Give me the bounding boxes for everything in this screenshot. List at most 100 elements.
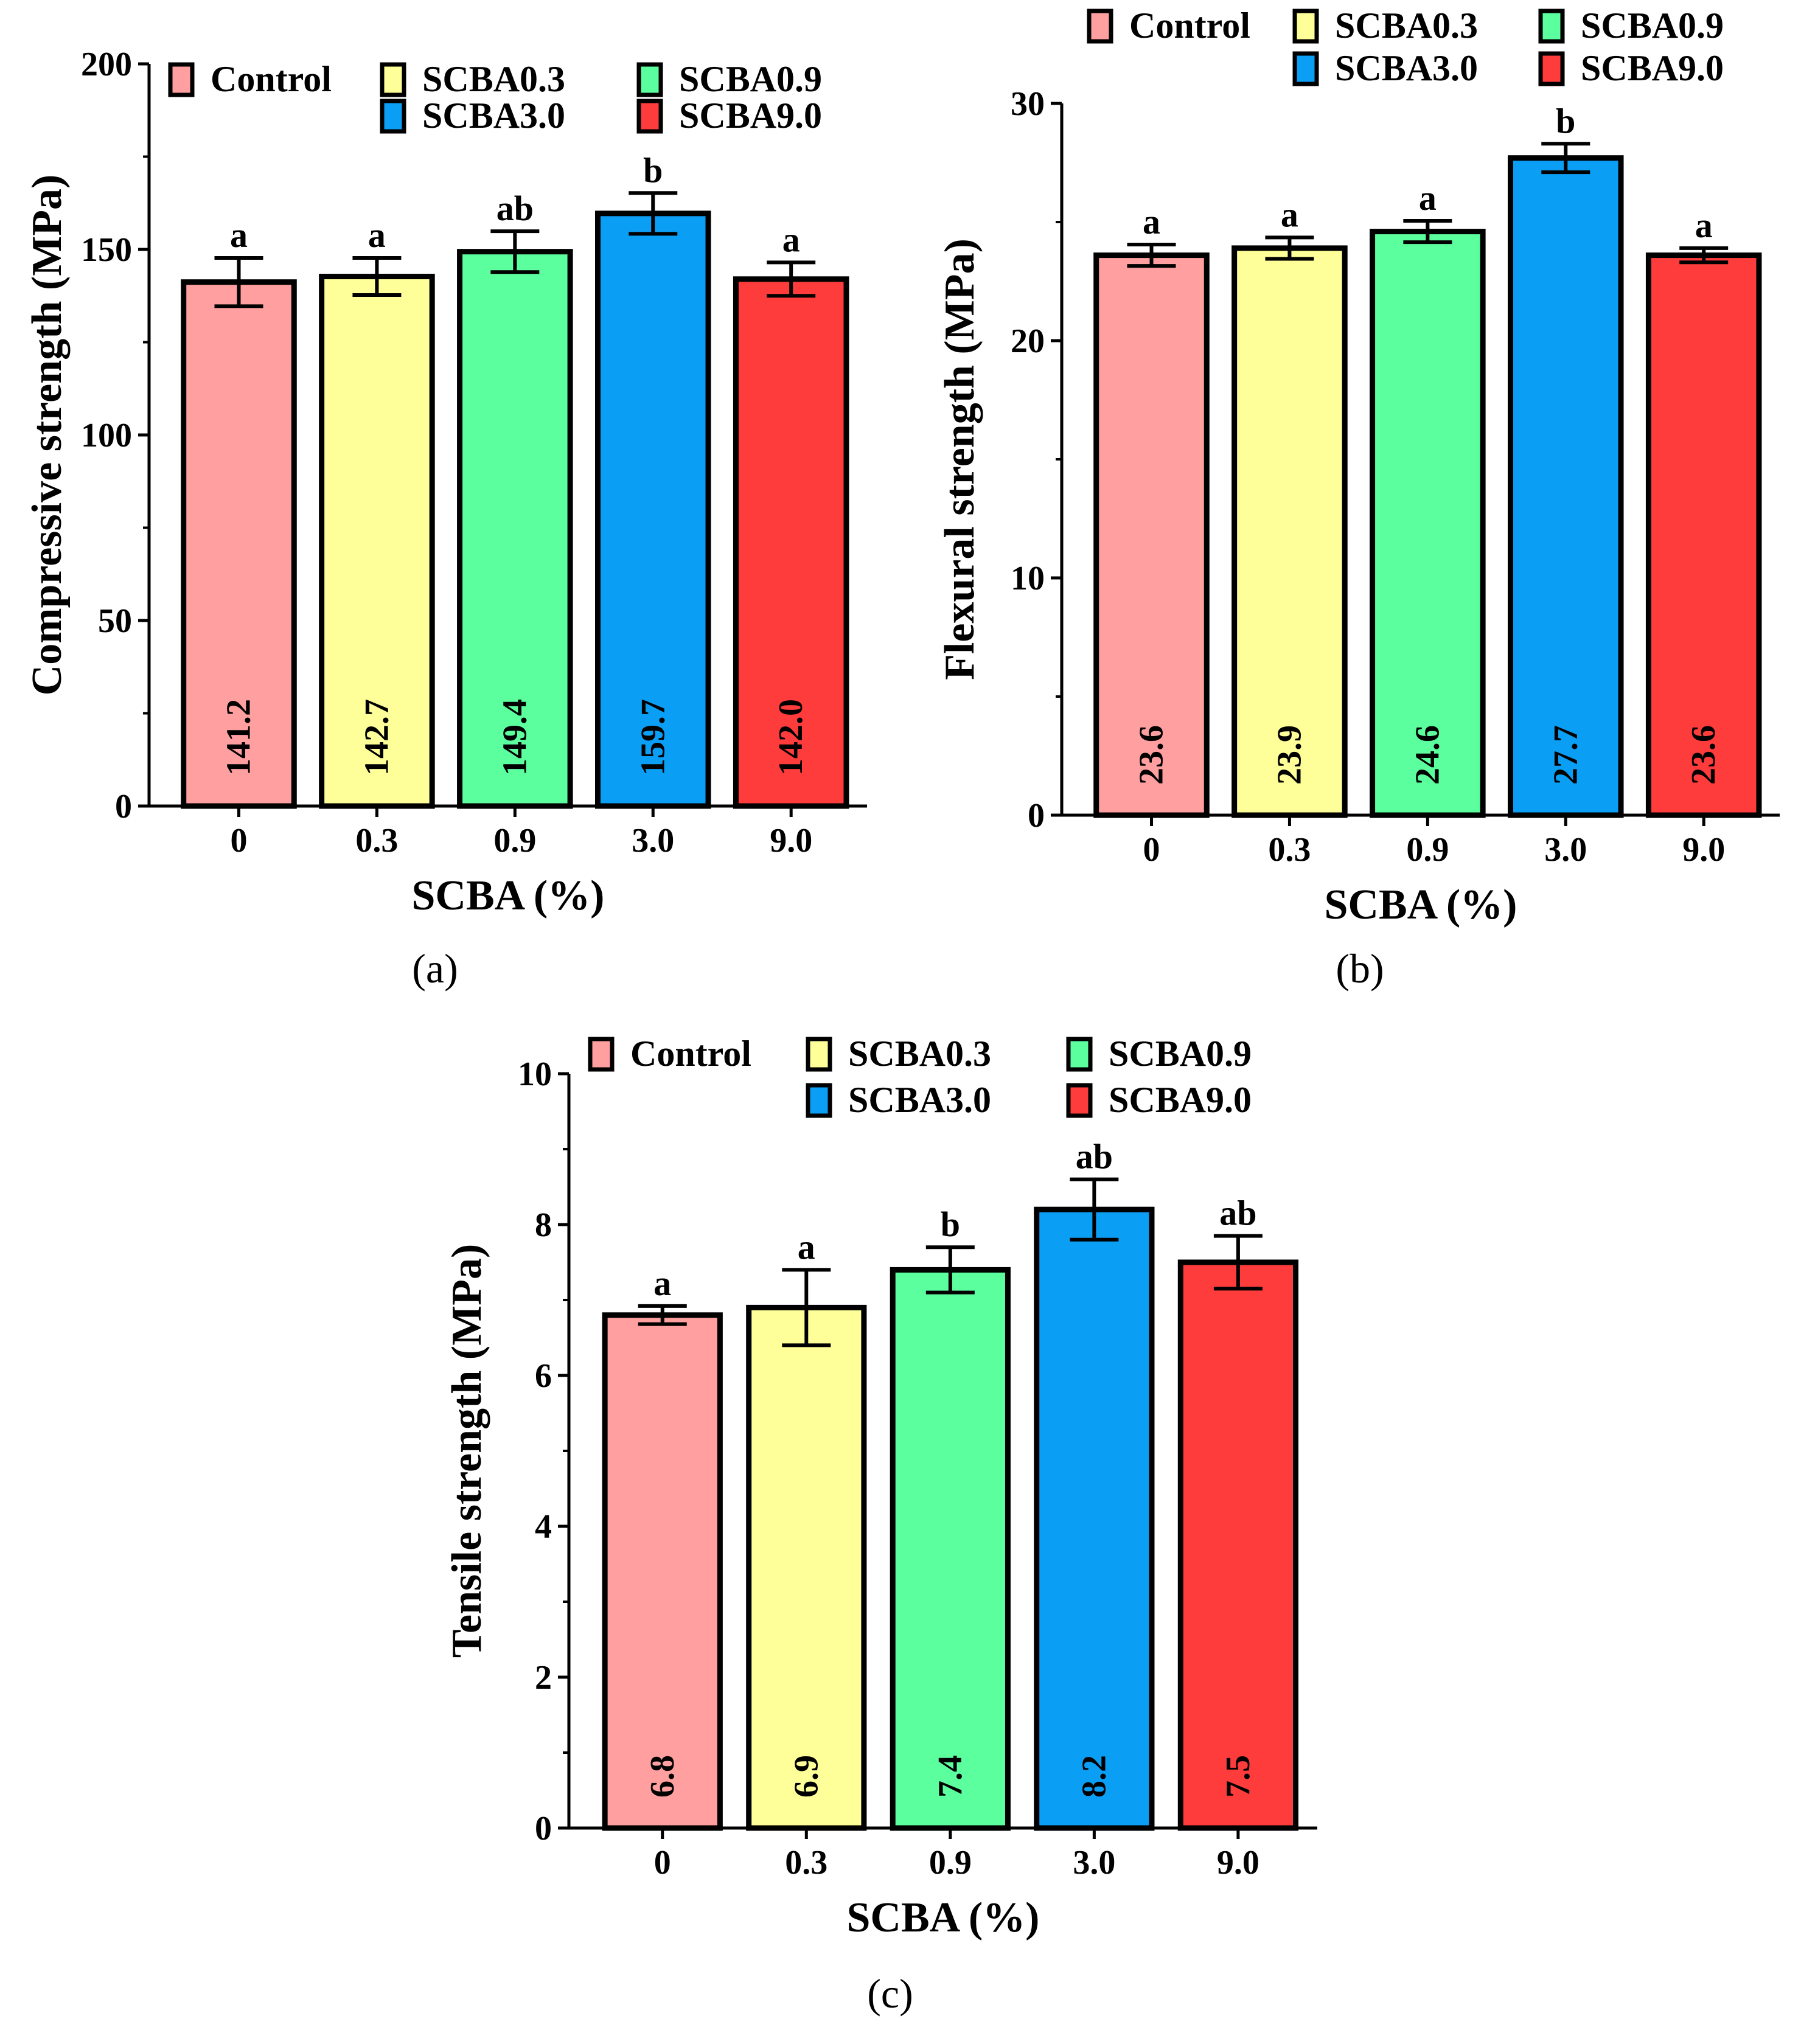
significance-letter: a [1281,195,1298,234]
bar [602,1312,723,1831]
legend-swatch [1538,51,1565,86]
legend-swatch [1066,1083,1093,1118]
legend-swatch [168,62,195,97]
x-tick-label: 9.0 [1682,831,1725,869]
y-tick-label: 8 [535,1206,552,1244]
bar-value-label: 141.2 [220,699,258,776]
x-tick-label: 9.0 [1217,1844,1259,1882]
x-tick-label: 3.0 [1073,1844,1115,1882]
significance-letter: a [368,215,386,255]
y-tick-label: 100 [81,417,132,454]
x-tick-label: 0.9 [929,1844,972,1882]
bar [890,1267,1011,1831]
legend-label: Control [630,1034,751,1074]
x-tick-label: 0.3 [355,822,398,860]
bar-value-label: 6.9 [787,1755,825,1798]
bar [1177,1259,1299,1831]
y-tick-label: 50 [98,602,132,640]
x-axis-title: SCBA (%) [1325,881,1517,928]
x-tick-label: 0.3 [785,1844,827,1882]
y-tick-label: 200 [81,46,132,83]
y-tick-label: 4 [535,1508,552,1546]
x-tick-label: 0.9 [493,822,536,860]
x-tick-label: 0.3 [1268,831,1311,869]
significance-letter: a [653,1264,671,1303]
x-axis-title: SCBA (%) [847,1894,1040,1941]
y-tick-label: 0 [115,788,132,826]
legend-swatch [1292,9,1319,44]
legend-swatch [380,99,406,134]
legend-label: SCBA0.9 [1581,5,1724,46]
bar [1645,252,1762,818]
legend-label: SCBA0.3 [848,1034,991,1074]
legend-label: SCBA9.0 [679,96,822,136]
chart-panel-a: a 141.2 0 a 142.7 0.3 ab 149.4 0.9 b 159.7 3.0 a 142.… [24,46,867,992]
bar [181,279,297,809]
bar [1370,229,1486,818]
legend: Control SCBA0.3 SCBA0.9 SCBA3.0 SCBA9.0 [168,59,822,136]
significance-letter: ab [496,189,534,228]
bar-value-label: 23.6 [1685,725,1723,785]
significance-letter: a [1419,178,1437,218]
chart-panel-b: a 23.6 0 a 23.9 0.3 a 24.6 0.9 b 27.7 3.0 a 23.6 9.0 0 1… [936,5,1780,992]
legend-swatch [806,1037,832,1072]
y-tick-label: 2 [535,1659,552,1697]
legend-label: SCBA0.9 [1109,1034,1252,1074]
bar [1508,155,1624,818]
legend: Control SCBA0.3 SCBA0.9 SCBA3.0 SCBA9.0 [588,1034,1252,1120]
significance-letter: ab [1076,1137,1113,1177]
bar-value-label: 142.0 [772,699,810,776]
bar [746,1304,867,1831]
y-tick-label: 30 [1011,85,1045,123]
panel-label: (a) [412,945,458,992]
legend-label: SCBA9.0 [1109,1080,1252,1120]
x-tick-label: 0.9 [1406,831,1449,869]
bar-value-label: 7.4 [932,1755,969,1798]
bar-value-label: 23.9 [1270,725,1308,785]
x-axis-title: SCBA (%) [412,872,605,919]
bar-value-label: 24.6 [1409,725,1446,785]
y-axis-title: Flexural strength (MPa) [936,238,983,680]
x-tick-label: 0 [231,822,248,860]
y-tick-label: 10 [1011,560,1045,597]
y-axis-title: Tensile strength (MPa) [444,1244,490,1658]
x-tick-label: 0 [1143,831,1160,869]
legend-label: Control [211,59,332,99]
y-tick-label: 0 [1028,797,1045,835]
y-tick-label: 0 [535,1810,552,1848]
bar [457,249,573,809]
legend-swatch [636,99,663,134]
significance-letter: a [1143,202,1160,242]
bar-value-label: 6.8 [644,1755,681,1798]
bar-value-label: 8.2 [1075,1755,1113,1798]
bar-value-label: 27.7 [1547,725,1584,785]
significance-letter: ab [1219,1194,1256,1233]
bar-value-label: 149.4 [496,699,534,776]
significance-letter: b [643,150,663,190]
y-axis-title: Compressive strength (MPa) [24,175,71,696]
legend-label: SCBA0.3 [422,59,565,99]
y-tick-label: 6 [535,1357,552,1395]
bar [1093,252,1210,818]
legend-label: Control [1129,5,1250,46]
panel-label: (c) [867,1970,913,2017]
legend-swatch [380,62,406,97]
legend-swatch [588,1037,615,1072]
significance-letter: a [230,215,248,255]
y-tick-label: 20 [1011,322,1045,360]
bar-value-label: 7.5 [1219,1755,1257,1798]
legend-label: SCBA3.0 [848,1080,991,1120]
legend-swatch [1087,9,1113,44]
legend-label: SCBA3.0 [1335,48,1478,88]
chart-panel-c: a 6.8 0 a 6.9 0.3 b 7.4 0.9 ab 8.2 3.0 ab 7.5 9.0 0 2 4 6 8… [444,1034,1317,2017]
y-tick-label: 10 [518,1055,552,1093]
legend-swatch [1538,9,1565,44]
significance-letter: a [1695,206,1713,245]
bar-value-label: 23.6 [1133,725,1171,785]
x-tick-label: 3.0 [1544,831,1587,869]
legend-swatch [806,1083,832,1118]
x-tick-label: 0 [654,1844,671,1882]
legend-label: SCBA9.0 [1581,48,1724,88]
legend-swatch [636,62,663,97]
